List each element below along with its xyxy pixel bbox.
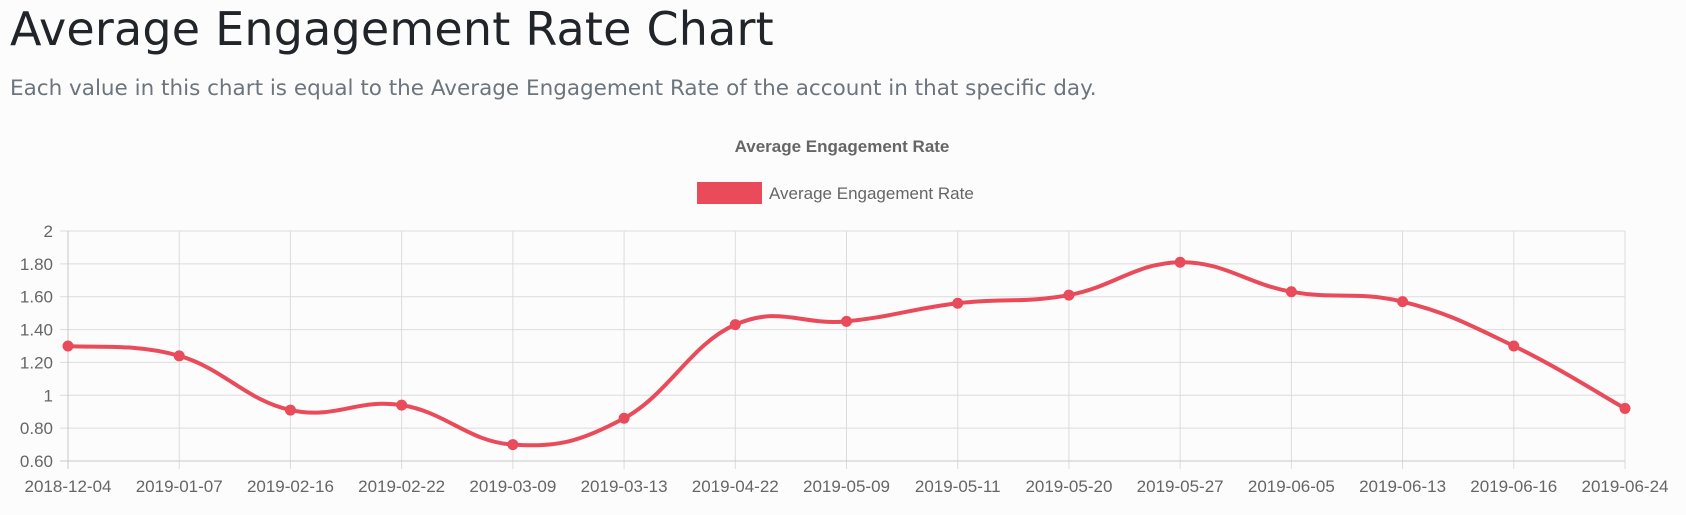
legend-label: Average Engagement Rate: [769, 184, 974, 203]
data-point: [62, 340, 74, 352]
y-tick-label: 1.40: [20, 321, 53, 340]
x-tick-label: 2019-02-22: [358, 477, 445, 496]
chart-title: Average Engagement Rate: [735, 137, 950, 156]
data-point: [841, 315, 852, 327]
y-tick-label: 1.80: [20, 255, 53, 274]
x-tick-label: 2019-05-11: [915, 477, 1001, 496]
data-point: [1397, 296, 1409, 308]
data-point: [396, 399, 408, 411]
data-point: [729, 319, 741, 331]
chart-grid: [60, 230, 1626, 469]
chart-svg: 2 1.80 1.60 1.40 1.20 1 0.80 0.60 2018-12-04 2019…: [20, 137, 1669, 496]
data-point: [1508, 340, 1520, 352]
y-tick-label: 1.20: [20, 353, 53, 372]
page-subtitle: Each value in this chart is equal to the…: [10, 76, 1097, 101]
x-tick-label: 2019-03-09: [469, 477, 556, 496]
data-point: [173, 350, 185, 362]
y-tick-label: 0.60: [20, 452, 53, 471]
legend-swatch: [697, 182, 762, 204]
chart-axes: 2 1.80 1.60 1.40 1.20 1 0.80 0.60 2018-12-04 2019…: [20, 222, 1669, 496]
data-point: [1174, 256, 1186, 268]
x-tick-label: 2019-05-27: [1137, 477, 1224, 496]
data-point: [507, 439, 519, 451]
x-tick-label: 2019-06-24: [1582, 477, 1669, 496]
x-tick-label: 2019-05-09: [803, 477, 890, 496]
x-tick-label: 2019-03-13: [581, 477, 668, 496]
y-tick-label: 2: [44, 222, 53, 241]
data-point: [1619, 402, 1631, 414]
x-tick-label: 2019-06-05: [1248, 477, 1335, 496]
data-point: [618, 412, 630, 424]
x-tick-label: 2018-12-04: [25, 477, 112, 496]
x-tick-label: 2019-05-20: [1025, 477, 1112, 496]
y-tick-label: 1: [44, 386, 53, 405]
x-tick-label: 2019-01-07: [136, 477, 223, 496]
page-title: Average Engagement Rate Chart: [10, 2, 774, 56]
x-tick-label: 2019-04-22: [692, 477, 779, 496]
engagement-chart: 2 1.80 1.60 1.40 1.20 1 0.80 0.60 2018-12-04 2019…: [0, 130, 1686, 515]
data-point: [284, 404, 296, 416]
x-tick-label: 2019-06-16: [1470, 477, 1557, 496]
data-point: [1063, 289, 1075, 301]
y-tick-label: 0.80: [20, 419, 53, 438]
chart-legend[interactable]: Average Engagement Rate: [697, 182, 974, 204]
chart-series: [62, 256, 1631, 451]
data-point: [1285, 286, 1297, 298]
y-tick-label: 1.60: [20, 288, 53, 307]
data-point: [952, 297, 964, 309]
x-tick-label: 2019-06-13: [1359, 477, 1446, 496]
x-tick-label: 2019-02-16: [247, 477, 334, 496]
